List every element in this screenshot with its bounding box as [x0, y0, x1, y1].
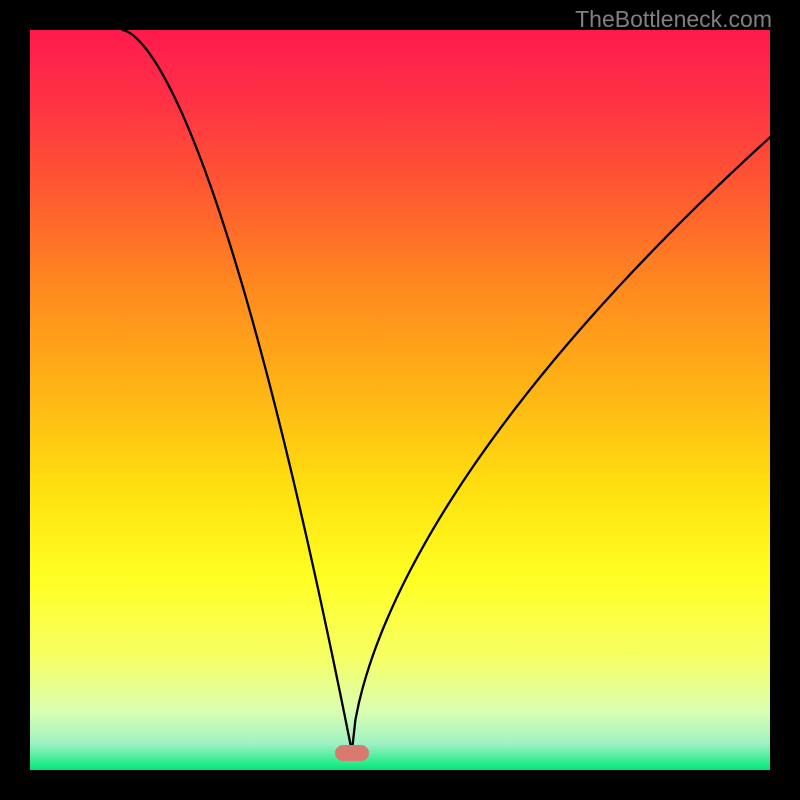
watermark-text: TheBottleneck.com: [575, 6, 772, 33]
trough-marker: [335, 745, 369, 761]
chart-container: TheBottleneck.com: [0, 0, 800, 800]
gradient-plot-area: [30, 30, 770, 770]
